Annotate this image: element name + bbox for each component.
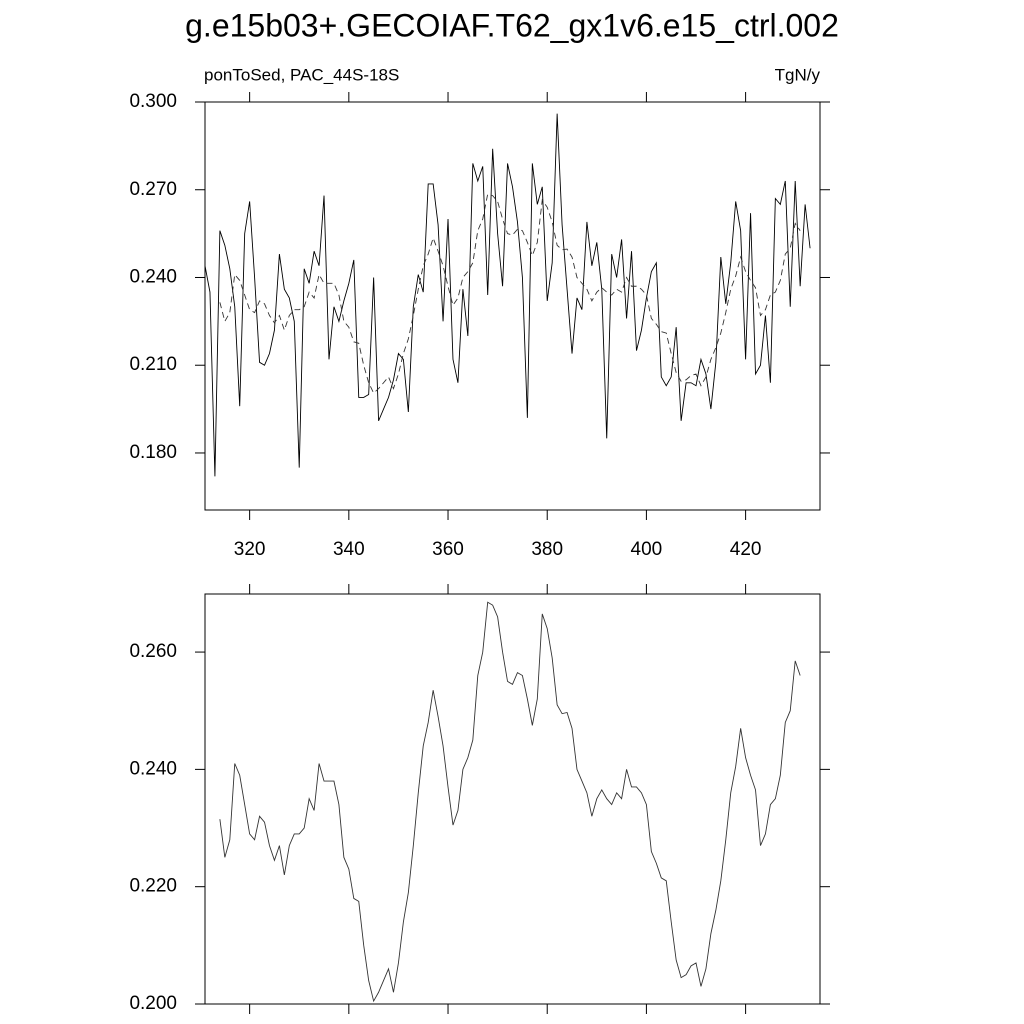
x-tick-label: 360 <box>432 539 464 560</box>
data-line <box>219 601 801 1003</box>
data-line <box>204 113 811 477</box>
y-tick-label: 0.210 <box>129 354 177 375</box>
y-tick-label: 0.240 <box>129 758 177 779</box>
left-subtitle: ponToSed, PAC_44S-18S <box>204 65 399 84</box>
x-tick-label: 380 <box>531 539 563 560</box>
y-tick-label: 0.300 <box>129 91 177 112</box>
plot-frame <box>204 101 821 511</box>
plot-frame <box>204 593 821 1005</box>
x-tick-label: 320 <box>234 539 266 560</box>
data-line <box>219 193 801 394</box>
x-tick-label: 340 <box>333 539 365 560</box>
x-tick-label: 400 <box>631 539 663 560</box>
y-tick-label: 0.220 <box>129 876 177 897</box>
y-tick-label: 0.260 <box>129 641 177 662</box>
y-tick-label: 0.180 <box>129 442 177 463</box>
y-tick-label: 0.270 <box>129 179 177 200</box>
x-tick-label: 420 <box>730 539 762 560</box>
right-subtitle: TgN/y <box>775 65 821 84</box>
chart-title: g.e15b03+.GECOIAF.T62_gx1v6.e15_ctrl.002 <box>185 7 839 43</box>
y-tick-label: 0.200 <box>129 993 177 1014</box>
y-tick-label: 0.240 <box>129 266 177 287</box>
